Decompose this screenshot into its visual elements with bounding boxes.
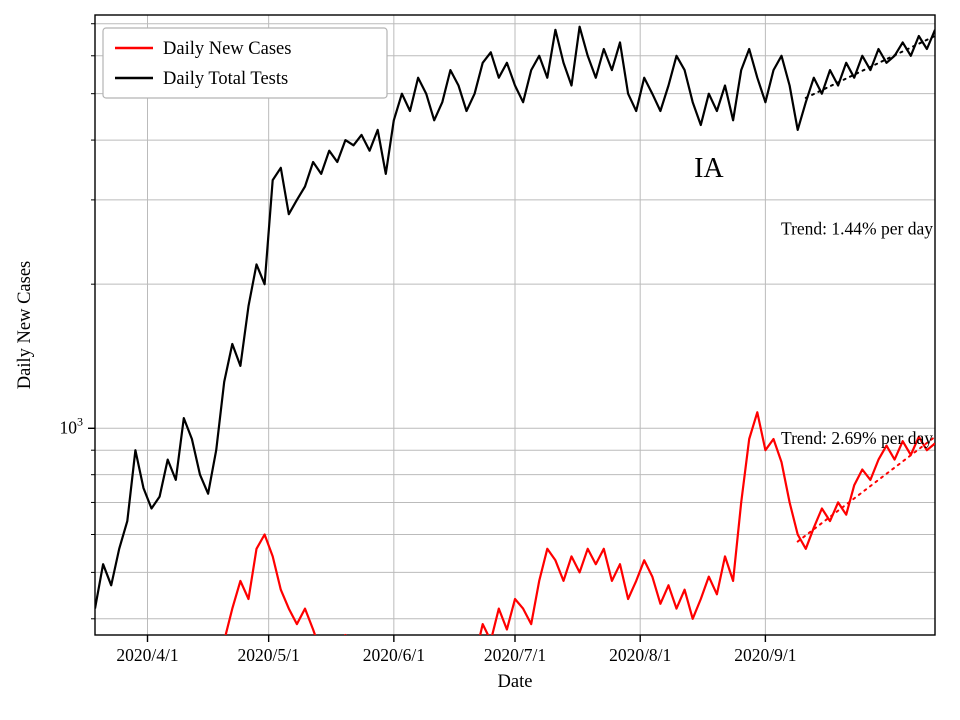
state-annotation: IA	[694, 153, 724, 184]
y-axis-label: Daily New Cases	[15, 261, 35, 389]
y-tick-label: 103	[60, 414, 84, 437]
series-group	[95, 25, 935, 635]
trend-label: Trend: 2.69% per day	[781, 428, 933, 448]
trend-line-daily-new-cases	[796, 435, 935, 543]
x-tick-label: 2020/6/1	[363, 645, 425, 665]
tick-marks	[88, 23, 767, 642]
trend-label: Trend: 1.44% per day	[781, 219, 933, 239]
x-tick-label: 2020/5/1	[238, 645, 300, 665]
legend-label: Daily Total Tests	[163, 69, 288, 89]
x-axis-label: Date	[498, 672, 533, 692]
legend-label: Daily New Cases	[163, 39, 291, 59]
x-tick-label: 2020/7/1	[484, 645, 546, 665]
x-tick-label: 2020/8/1	[609, 645, 671, 665]
series-line-daily-total-tests	[95, 25, 935, 609]
trend-line-daily-total-tests	[804, 34, 935, 99]
legend-box	[102, 27, 388, 99]
legend: Daily New Cases Daily Total Tests	[102, 27, 388, 99]
x-tick-label: 2020/9/1	[734, 645, 796, 665]
x-tick-label: 2020/4/1	[116, 645, 178, 665]
series-line-daily-new-cases	[224, 411, 935, 635]
